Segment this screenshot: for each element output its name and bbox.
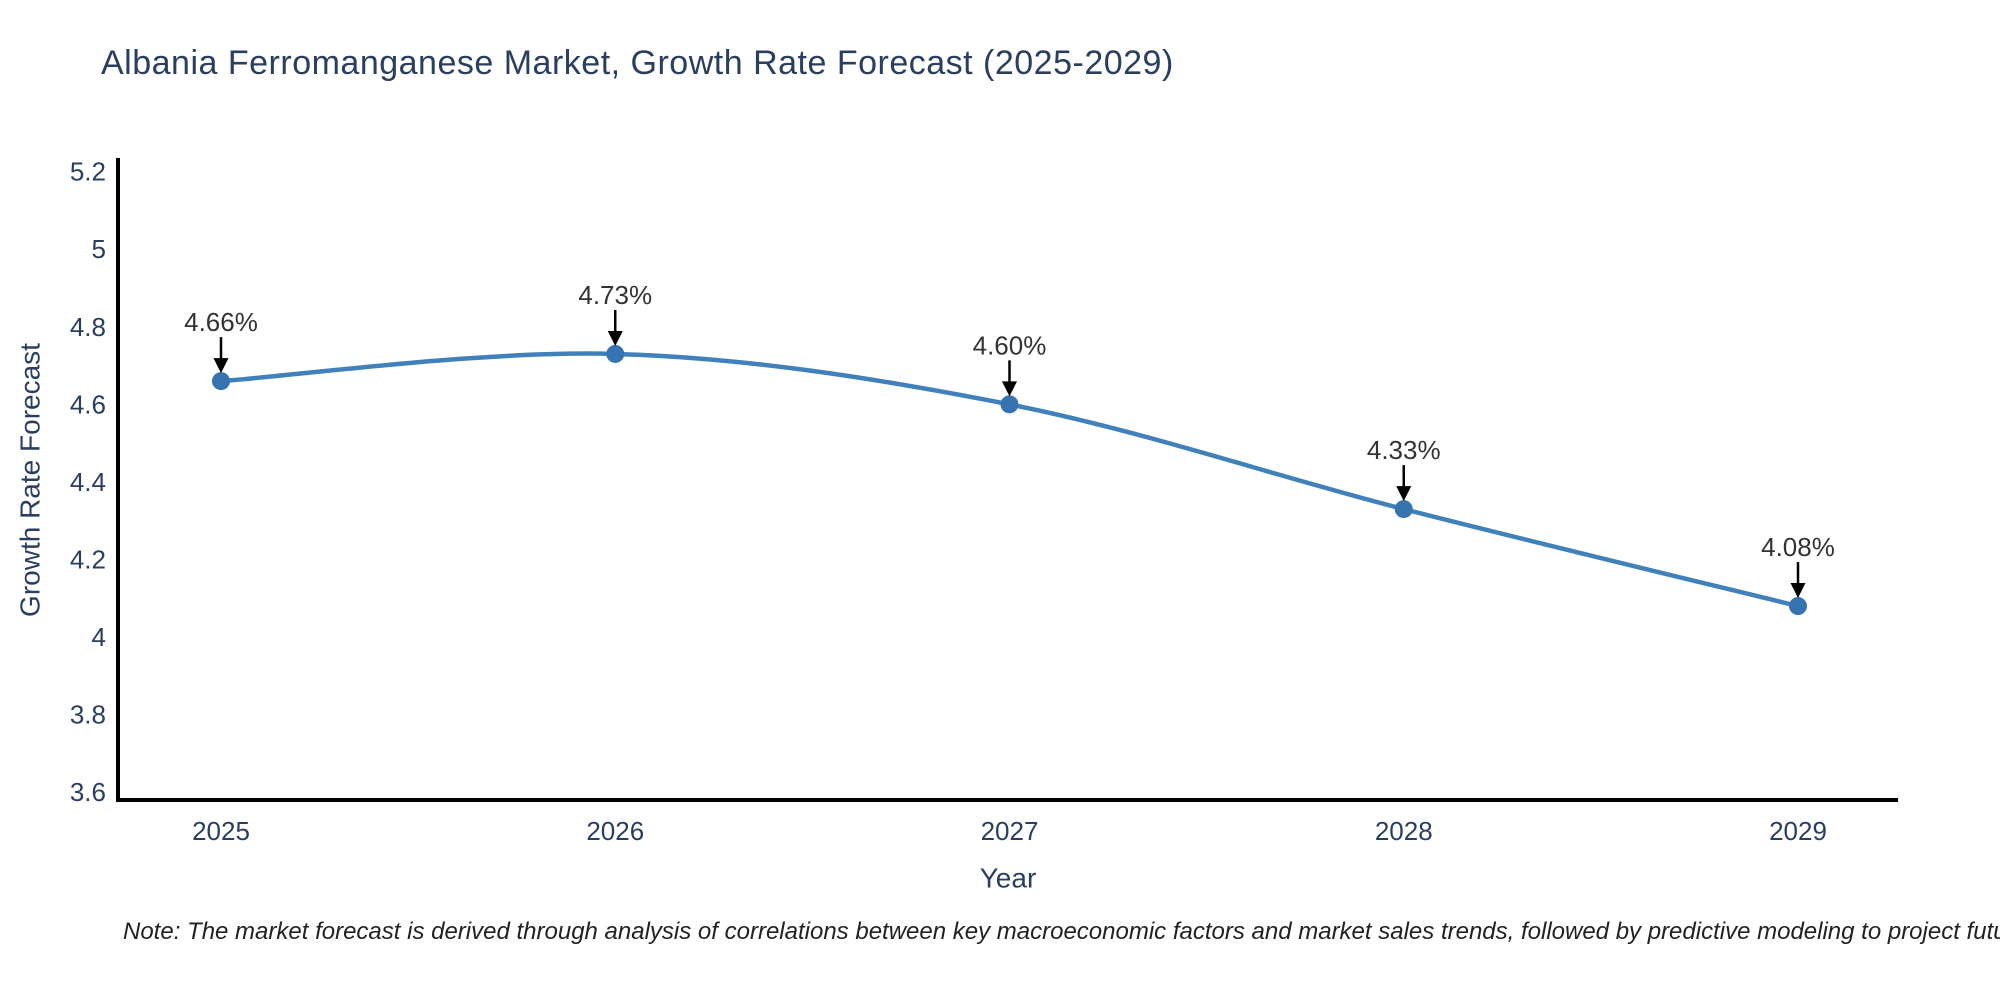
annotation-arrowhead — [1396, 486, 1412, 502]
annotation-arrowhead — [1002, 381, 1017, 397]
y-tick-label: 4.6 — [70, 389, 106, 419]
y-tick-label: 5 — [92, 234, 106, 264]
annotation-arrowhead — [607, 330, 623, 346]
x-tick-label: 2027 — [981, 816, 1039, 846]
x-tick-label: 2025 — [192, 816, 250, 846]
annotation-arrowhead — [1790, 583, 1806, 599]
y-tick-label: 5.2 — [70, 157, 106, 187]
data-point-2027[interactable] — [1000, 395, 1019, 414]
y-tick-label: 4.4 — [70, 467, 106, 497]
footnote: Note: The market forecast is derived thr… — [123, 918, 2000, 945]
data-point-2025[interactable] — [212, 372, 230, 391]
point-label: 4.73% — [578, 280, 652, 310]
chart-title: Albania Ferromanganese Market, Growth Ra… — [101, 44, 1174, 82]
y-tick-label: 4 — [92, 622, 106, 652]
data-point-2029[interactable] — [1789, 597, 1807, 616]
data-point-2026[interactable] — [606, 344, 625, 363]
x-tick-label: 2029 — [1769, 816, 1827, 846]
point-label: 4.08% — [1761, 532, 1835, 562]
x-axis-title: Year — [980, 863, 1037, 894]
y-tick-label: 3.8 — [70, 700, 106, 730]
x-tick-label: 2026 — [586, 816, 644, 846]
x-tick-label: 2028 — [1375, 816, 1433, 846]
y-tick-label: 4.8 — [70, 312, 106, 342]
y-tick-label: 3.6 — [70, 777, 106, 807]
point-label: 4.60% — [973, 330, 1047, 360]
point-label: 4.66% — [184, 307, 258, 337]
axis-spines — [116, 158, 1898, 802]
annotation-arrowhead — [213, 358, 229, 374]
y-axis-title: Growth Rate Forecast — [15, 343, 46, 617]
y-tick-label: 4.2 — [70, 545, 106, 575]
plot-series-group: 3.6 3.8 4 4.2 4.4 4.6 4.8 5 5.2 2025 2026 2027 2028 2… — [70, 157, 1898, 846]
point-label: 4.33% — [1367, 435, 1441, 465]
data-point-2028[interactable] — [1394, 500, 1413, 519]
